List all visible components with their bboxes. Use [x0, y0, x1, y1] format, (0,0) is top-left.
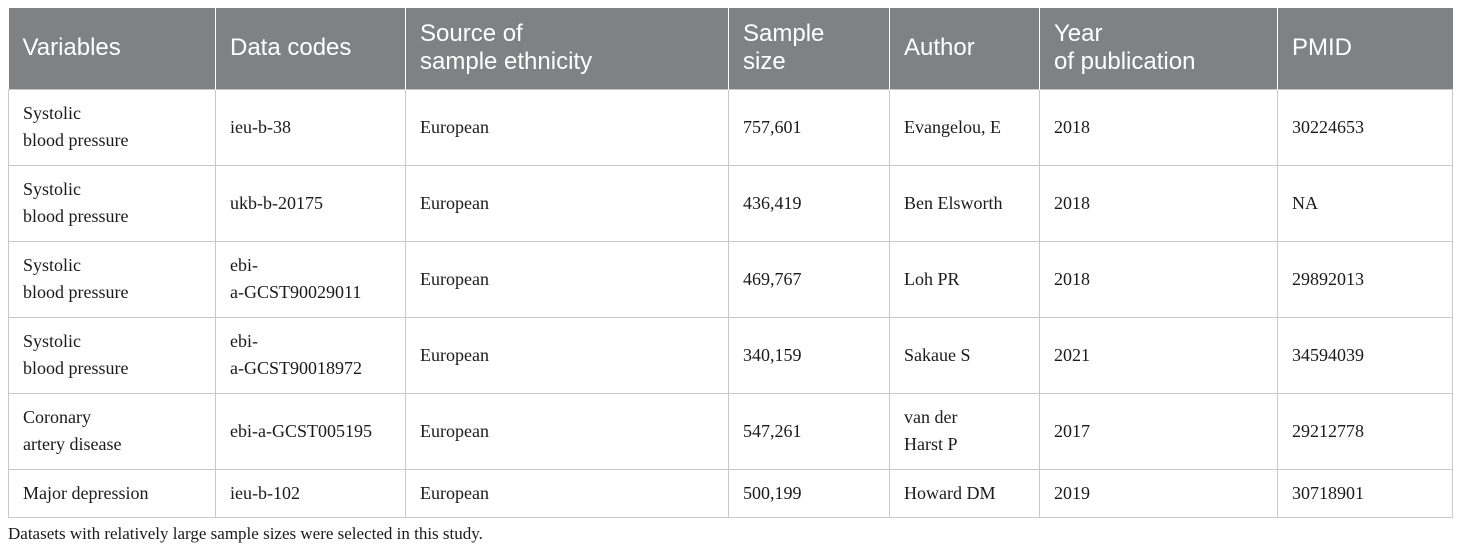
- cell-variable: Systolic blood pressure: [8, 316, 216, 394]
- datasets-table: Variables Data codes Source of sample et…: [8, 8, 1453, 518]
- cell-year: 2017: [1039, 392, 1278, 470]
- cell-year: 2019: [1039, 468, 1278, 518]
- header-pmid: PMID: [1277, 8, 1453, 89]
- cell-ethnicity: European: [405, 316, 729, 394]
- cell-ethnicity: European: [405, 468, 729, 518]
- cell-pmid: 29212778: [1277, 392, 1453, 470]
- header-data-codes: Data codes: [215, 8, 406, 89]
- cell-pmid: NA: [1277, 164, 1453, 242]
- cell-sample-size: 469,767: [728, 240, 890, 318]
- cell-sample-size: 500,199: [728, 468, 890, 518]
- cell-pmid: 34594039: [1277, 316, 1453, 394]
- cell-variable: Systolic blood pressure: [8, 164, 216, 242]
- cell-variable: Major depression: [8, 468, 216, 518]
- cell-data-code: ukb-b-20175: [215, 164, 406, 242]
- cell-pmid: 29892013: [1277, 240, 1453, 318]
- cell-data-code: ebi- a-GCST90029011: [215, 240, 406, 318]
- cell-year: 2018: [1039, 164, 1278, 242]
- cell-data-code: ieu-b-38: [215, 88, 406, 166]
- cell-variable: Systolic blood pressure: [8, 88, 216, 166]
- cell-author: Howard DM: [889, 468, 1040, 518]
- cell-pmid: 30718901: [1277, 468, 1453, 518]
- cell-ethnicity: European: [405, 392, 729, 470]
- table-row: Systolic blood pressure ieu-b-38 Europea…: [8, 88, 1453, 166]
- cell-year: 2018: [1039, 88, 1278, 166]
- cell-sample-size: 757,601: [728, 88, 890, 166]
- cell-data-code: ieu-b-102: [215, 468, 406, 518]
- data-table-container: Variables Data codes Source of sample et…: [8, 8, 1453, 518]
- cell-sample-size: 547,261: [728, 392, 890, 470]
- header-variables: Variables: [22, 34, 121, 62]
- header-sample-size: Sample size: [728, 8, 890, 89]
- cell-sample-size: 436,419: [728, 164, 890, 242]
- table-row: Systolic blood pressure ebi- a-GCST90018…: [8, 316, 1453, 394]
- cell-data-code: ebi- a-GCST90018972: [215, 316, 406, 394]
- cell-author: Evangelou, E: [889, 88, 1040, 166]
- cell-author: van der Harst P: [889, 392, 1040, 470]
- cell-author: Ben Elsworth: [889, 164, 1040, 242]
- header-author: Author: [889, 8, 1040, 89]
- table-footnote: Datasets with relatively large sample si…: [8, 524, 483, 543]
- cell-year: 2021: [1039, 316, 1278, 394]
- header-year: Year of publication: [1039, 8, 1278, 89]
- table-row: Coronary artery disease ebi-a-GCST005195…: [8, 392, 1453, 470]
- cell-variable: Systolic blood pressure: [8, 240, 216, 318]
- cell-year: 2018: [1039, 240, 1278, 318]
- table-header-row: Variables Data codes Source of sample et…: [8, 8, 1453, 89]
- table-row: Systolic blood pressure ebi- a-GCST90029…: [8, 240, 1453, 318]
- cell-sample-size: 340,159: [728, 316, 890, 394]
- cell-ethnicity: European: [405, 164, 729, 242]
- cell-ethnicity: European: [405, 88, 729, 166]
- cell-variable: Coronary artery disease: [8, 392, 216, 470]
- cell-pmid: 30224653: [1277, 88, 1453, 166]
- table-row: Systolic blood pressure ukb-b-20175 Euro…: [8, 164, 1453, 242]
- cell-data-code: ebi-a-GCST005195: [215, 392, 406, 470]
- table-row: Major depression ieu-b-102 European 500,…: [8, 468, 1453, 518]
- header-source-ethnicity: Source of sample ethnicity: [405, 8, 729, 89]
- cell-ethnicity: European: [405, 240, 729, 318]
- cell-author: Loh PR: [889, 240, 1040, 318]
- cell-author: Sakaue S: [889, 316, 1040, 394]
